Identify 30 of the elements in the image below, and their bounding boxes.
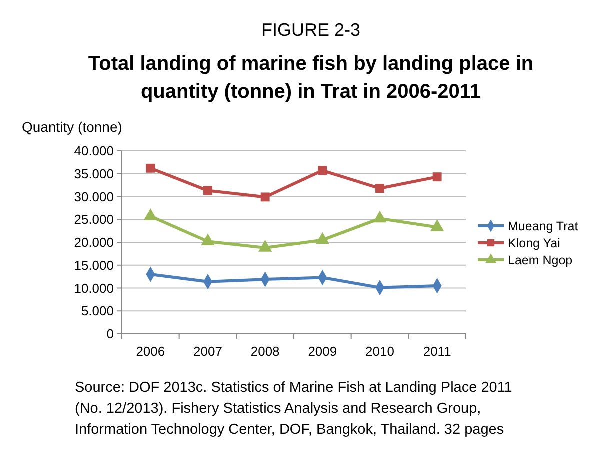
y-axis-title: Quantity (tonne)	[22, 119, 122, 135]
text: Information Technology Center, DOF, Bangkok, Thailand. 32 pages	[75, 422, 504, 438]
legend-label: Laem Ngop	[508, 253, 573, 268]
y-tick-label: 15.000	[74, 258, 114, 273]
point	[260, 192, 270, 202]
x-tick-label: 2011	[423, 344, 452, 359]
y-tick-label: 35.000	[74, 166, 114, 182]
x-tick-label: 2007	[194, 344, 222, 359]
point	[146, 164, 156, 173]
chart-title: FIGURE 2-3	[261, 20, 361, 40]
point	[432, 172, 442, 182]
chart-subtitle: Total landing of marine fish by landing place in quantity (tonne) in Trat in 2006-2011	[88, 53, 534, 103]
y-tick-label: 10.000	[74, 280, 114, 296]
legend-label: Klong Yai	[508, 236, 560, 250]
y-tick-label: 5.000	[81, 304, 114, 319]
text: (No. 12/2013). Fishery Statistics Analysis and Research Group,	[75, 401, 482, 417]
x-tick-label: 2009	[308, 344, 338, 359]
point	[318, 166, 328, 176]
y-tick-label: 25.000	[74, 212, 114, 228]
y-tick-label: 30.000	[74, 189, 114, 204]
source-note: Source: DOF 2013c. Statistics of Marine Fish at Landing Place 2011	[75, 380, 512, 396]
x-tick-label: 2008	[250, 344, 280, 359]
point	[376, 184, 384, 193]
x-tick-label: 2010	[366, 344, 394, 359]
y-tick-label: 40.000	[74, 144, 114, 159]
y-tick-label: 20.000	[74, 235, 114, 250]
point	[204, 186, 212, 196]
legend-label: Mueang Trat	[508, 219, 579, 234]
x-tick-label: 2006	[136, 344, 166, 359]
y-tick-label: 0	[106, 326, 114, 342]
